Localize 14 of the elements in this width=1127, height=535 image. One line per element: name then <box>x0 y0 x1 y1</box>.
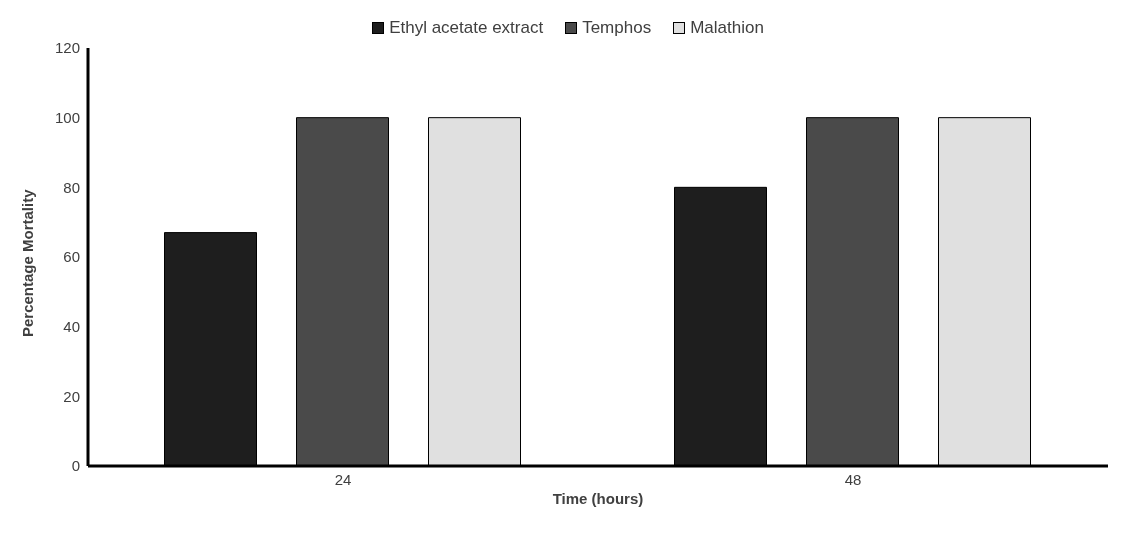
x-axis-title: Time (hours) <box>552 490 644 507</box>
y-tick-label: 60 <box>63 248 80 266</box>
legend-label: Malathion <box>690 18 764 38</box>
y-tick-label: 80 <box>63 178 80 196</box>
y-tick-label: 40 <box>63 317 80 335</box>
y-axis-title: Percentage Mortality <box>19 188 37 337</box>
legend-label: Ethyl acetate extract <box>389 18 544 38</box>
y-tick-label: 20 <box>63 387 80 405</box>
x-tick-label: 24 <box>334 470 352 488</box>
y-tick-label: 0 <box>71 457 80 475</box>
legend-label: Temphos <box>582 18 652 38</box>
y-tick-label: 100 <box>54 108 80 126</box>
x-tick-label: 48 <box>844 470 862 488</box>
y-tick-label: 120 <box>54 39 80 57</box>
